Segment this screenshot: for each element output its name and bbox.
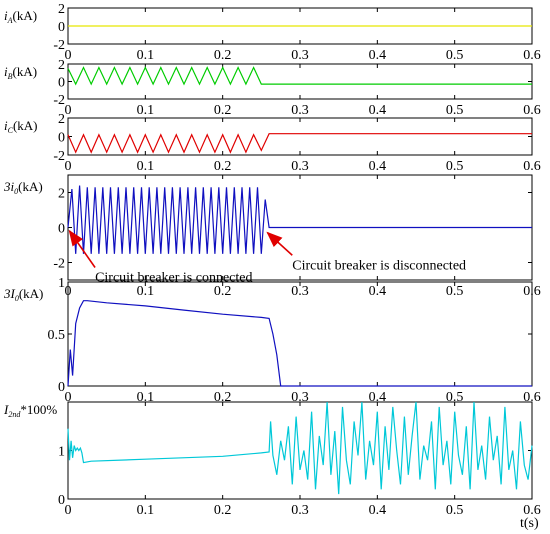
x-tick-label: 0 xyxy=(65,390,72,405)
y-axis-label: I2nd*100% xyxy=(3,402,57,419)
y-axis-label: iA(kA) xyxy=(4,8,37,25)
x-tick-label: 0.4 xyxy=(369,159,387,174)
y-tick-label: 2 xyxy=(58,187,65,202)
y-tick-label: 1 xyxy=(58,276,65,291)
y-tick-label: 2 xyxy=(58,58,65,73)
panel-5: 1 0.5 00 0.1 0.2 0.3 0.4 0.5 0.6 3I0(kA) xyxy=(3,276,541,405)
annotation-arrow xyxy=(266,231,293,256)
x-tick-label: 0.5 xyxy=(446,503,464,518)
y-tick-label: 0 xyxy=(58,493,65,508)
panel-2: 20-20 0.1 0.2 0.3 0.4 0.5 0.6iB(kA) xyxy=(4,58,541,118)
x-tick-label: 0.2 xyxy=(214,48,232,63)
x-tick-label: 0.5 xyxy=(446,390,464,405)
y-tick-label: 1 xyxy=(58,445,65,460)
x-tick-label: 0.2 xyxy=(214,503,232,518)
x-tick-label: 0.3 xyxy=(291,390,309,405)
y-tick-label: 0 xyxy=(58,20,65,35)
x-tick-label: 0 xyxy=(65,48,72,63)
y-tick-label: 2 xyxy=(58,112,65,127)
panel-frame xyxy=(67,117,533,156)
x-tick-label: 0.6 xyxy=(523,503,541,518)
series-line xyxy=(67,133,532,154)
annotation-arrow xyxy=(68,229,96,268)
y-axis-label: 3I0(kA) xyxy=(3,286,43,303)
x-tick-label: 0.5 xyxy=(446,284,464,299)
x-tick-label: 0.1 xyxy=(137,103,155,118)
x-tick-label: 0.1 xyxy=(137,48,155,63)
y-tick-label: 0 xyxy=(58,131,65,146)
panel-1: 20-20 0.1 0.2 0.3 0.4 0.5 0.6iA(kA) xyxy=(4,2,541,63)
x-tick-label: 0.3 xyxy=(291,103,309,118)
series-line xyxy=(67,300,532,387)
panel-6: 1 00 0.1 0.2 0.3 0.4 0.5 0.6 I2nd*100% xyxy=(3,401,541,518)
x-tick-label: 0.2 xyxy=(214,103,232,118)
x-tick-label: 0.6 xyxy=(523,159,541,174)
x-tick-label: 0 xyxy=(65,103,72,118)
x-tick-label: 0.6 xyxy=(523,103,541,118)
x-tick-label: 0.1 xyxy=(137,390,155,405)
x-tick-label: 0.3 xyxy=(291,159,309,174)
panel-frame xyxy=(67,401,533,500)
y-tick-label: -2 xyxy=(53,149,65,164)
x-tick-label: 0.4 xyxy=(369,103,387,118)
x-tick-label: 0.4 xyxy=(369,48,387,63)
y-axis-label: 3i0(kA) xyxy=(3,179,43,196)
y-tick-label: 0 xyxy=(58,222,65,237)
series-line xyxy=(67,401,533,495)
y-tick-label: 0 xyxy=(58,380,65,395)
x-tick-label: 0.2 xyxy=(214,390,232,405)
x-tick-label: 0.2 xyxy=(214,284,232,299)
x-tick-label: 0.1 xyxy=(137,284,155,299)
y-axis-label: iB(kA) xyxy=(4,64,37,81)
panel-frame xyxy=(67,63,533,100)
x-axis-unit-label: t(s) xyxy=(520,516,539,531)
y-tick-label: 0.5 xyxy=(48,328,66,343)
y-tick-label: -2 xyxy=(53,257,65,272)
x-tick-label: 0.4 xyxy=(369,390,387,405)
series-line xyxy=(67,185,532,254)
y-tick-label: -2 xyxy=(53,38,65,53)
x-tick-label: 0.6 xyxy=(523,390,541,405)
x-tick-label: 0.6 xyxy=(523,48,541,63)
y-tick-label: -2 xyxy=(53,93,65,108)
x-tick-label: 0.4 xyxy=(369,284,387,299)
x-tick-label: 0 xyxy=(65,503,72,518)
x-tick-label: 0.4 xyxy=(369,503,387,518)
panel-3: 20-20 0.1 0.2 0.3 0.4 0.5 0.6iC(kA) xyxy=(4,112,541,174)
annotation-text: Circuit breaker is connected xyxy=(95,271,252,286)
y-tick-label: 2 xyxy=(58,2,65,17)
x-tick-label: 0.2 xyxy=(214,159,232,174)
annotation-text: Circuit breaker is disconnected xyxy=(292,258,466,273)
x-tick-label: 0.1 xyxy=(137,159,155,174)
x-tick-label: 0 xyxy=(65,159,72,174)
y-tick-label: 0 xyxy=(58,76,65,91)
series-line xyxy=(67,66,532,86)
y-axis-label: iC(kA) xyxy=(4,118,38,135)
x-tick-label: 0.3 xyxy=(291,284,309,299)
x-tick-label: 0.3 xyxy=(291,48,309,63)
x-tick-label: 0.5 xyxy=(446,103,464,118)
x-tick-label: 0.5 xyxy=(446,159,464,174)
x-tick-label: 0.5 xyxy=(446,48,464,63)
x-tick-label: 0.1 xyxy=(137,503,155,518)
x-tick-label: 0.3 xyxy=(291,503,309,518)
